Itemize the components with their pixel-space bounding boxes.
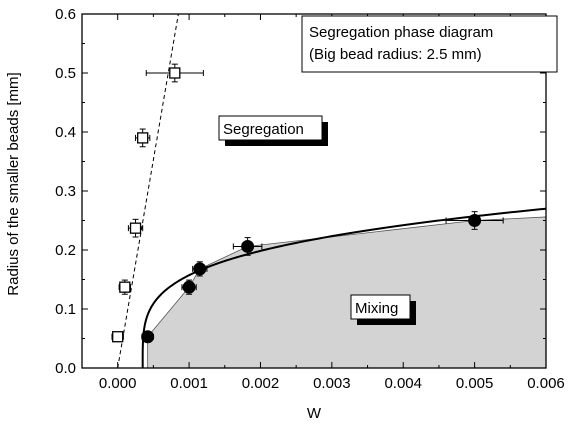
- x-tick-label: 0.003: [313, 375, 351, 392]
- mixing-boundary-point: [232, 237, 263, 256]
- y-tick-label: 0.6: [55, 6, 76, 23]
- segregation-label: Segregation: [218, 115, 328, 146]
- mixing-label-text: Mixing: [355, 300, 398, 317]
- open-square-marker: [129, 222, 142, 234]
- x-tick-label: 0.005: [456, 375, 494, 392]
- y-tick-label: 0.2: [55, 242, 76, 259]
- filled-circle-marker: [241, 239, 255, 253]
- filled-circle-marker: [193, 262, 207, 276]
- x-axis-title: W: [307, 405, 322, 422]
- filled-circle-marker: [468, 214, 482, 227]
- x-tick-label: 0.004: [384, 375, 422, 392]
- segregation-boundary-point: [118, 279, 132, 295]
- open-square-marker: [112, 331, 124, 343]
- y-tick-label: 0.5: [55, 65, 76, 82]
- segregation-label-text: Segregation: [223, 121, 304, 138]
- filled-circle-marker: [141, 330, 155, 344]
- chart-title: Segregation phase diagram: [309, 24, 493, 41]
- x-tick-label: 0.001: [170, 375, 208, 392]
- y-tick-label: 0.0: [55, 360, 76, 377]
- x-tick-label: 0.000: [99, 375, 137, 392]
- mixing-boundary-point: [445, 211, 504, 230]
- open-square-marker: [119, 281, 131, 293]
- x-tick-label: 0.002: [242, 375, 280, 392]
- y-tick-label: 0.3: [55, 183, 76, 200]
- mixing-label: Mixing: [350, 294, 416, 325]
- open-square-marker: [137, 132, 149, 144]
- segregation-boundary-point: [127, 218, 144, 238]
- mixing-boundary-point: [181, 279, 197, 295]
- fit-curve: [141, 207, 547, 368]
- mixing-boundary-point: [141, 330, 155, 344]
- dashed-boundary-line: [117, 13, 179, 369]
- segregation-boundary-point: [145, 63, 204, 83]
- y-tick-label: 0.1: [55, 301, 76, 318]
- mixing-boundary-point: [192, 261, 208, 277]
- chart-subtitle: (Big bead radius: 2.5 mm): [309, 46, 482, 63]
- segregation-boundary-point: [111, 331, 124, 343]
- x-tick-label: 0.006: [527, 375, 565, 392]
- mixing-region: [147, 216, 547, 369]
- filled-circle-marker: [182, 280, 196, 294]
- open-square-marker: [169, 67, 181, 79]
- segregation-boundary-point: [135, 128, 151, 148]
- y-axis-title: Radius of the smaller beads [mm]: [5, 72, 22, 295]
- y-tick-label: 0.4: [55, 124, 76, 141]
- title-box: Segregation phase diagram (Big bead radi…: [301, 15, 558, 73]
